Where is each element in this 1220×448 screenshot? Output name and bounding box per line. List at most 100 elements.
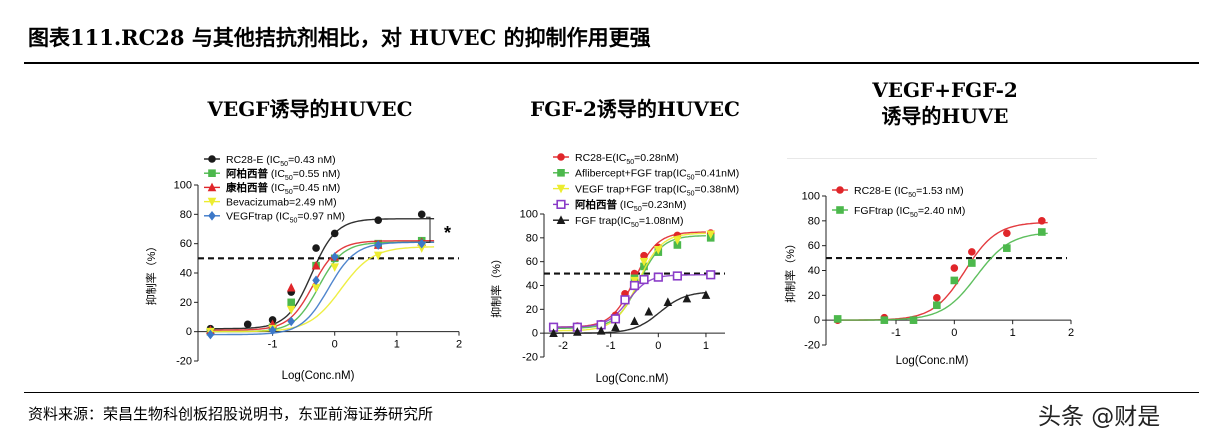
y-tick-label: 0 [814, 315, 820, 327]
data-point [833, 315, 842, 323]
y-tick-label: 80 [526, 232, 538, 244]
chart-panel-3: VEGF+FGF-2诱导的HUVE -20 0 20 40 60 80 100 -1 0 1 2 Log… [783, 78, 1074, 367]
data-point [654, 245, 663, 255]
x-axis-label: Log(Conc.nM) [596, 373, 669, 385]
y-tick-label: -20 [176, 356, 192, 368]
data-point [417, 244, 427, 253]
data-point [1003, 229, 1011, 238]
data-point [640, 251, 648, 260]
data-point [950, 276, 959, 285]
legend-marker [556, 215, 566, 224]
data-point [706, 230, 716, 240]
y-tick-label: 20 [180, 297, 192, 309]
legend-marker [207, 197, 217, 207]
data-point [950, 264, 959, 272]
data-point [417, 210, 426, 219]
legend-marker [207, 182, 217, 192]
data-point [286, 282, 296, 292]
y-tick-label: 60 [526, 256, 538, 268]
data-point [639, 274, 649, 285]
data-point [682, 293, 692, 303]
series-curve [207, 241, 435, 336]
data-point [1038, 217, 1046, 225]
significance-bracket [426, 216, 431, 243]
x-tick-label: -1 [268, 339, 278, 351]
x-tick-label: 1 [703, 340, 709, 352]
data-point [549, 328, 558, 337]
legend-entry: Aflibercept+FGF trap(IC50=0.41nM) [575, 168, 739, 182]
data-point [330, 263, 340, 272]
data-point [311, 283, 321, 293]
y-tick-label: 0 [532, 328, 538, 340]
y-tick-label: 20 [808, 290, 820, 302]
y-tick-label: 100 [802, 191, 820, 203]
data-point [286, 305, 296, 315]
watermark: 头条 @财是 [1038, 404, 1161, 430]
y-tick-label: 40 [808, 265, 820, 277]
chart-panel-2: FGF-2诱导的HUVEC -20 0 20 40 60 80 100 -2 -1 0 1 Log(Co… [489, 97, 740, 385]
data-point [909, 316, 918, 324]
data-point [206, 329, 215, 340]
data-point [573, 327, 582, 336]
legend-entry: RC28-E (IC50=1.53 nM) [854, 185, 964, 199]
y-axis-label: 抑制率（%） [489, 253, 503, 318]
data-point [880, 316, 889, 324]
data-point [330, 252, 339, 262]
y-tick-label: 40 [526, 280, 538, 292]
data-point [330, 229, 339, 238]
data-point [933, 294, 941, 302]
data-point [620, 295, 630, 305]
legend-entry: 康柏西普 (IC50=0.45 nM) [226, 181, 340, 196]
data-point [268, 325, 277, 335]
x-tick-label: -1 [606, 340, 616, 352]
data-point [629, 280, 640, 291]
significance-star: * [444, 223, 451, 243]
bottom-rule [24, 392, 1199, 393]
chart-title: VEGF诱导的HUVEC [206, 97, 412, 121]
x-tick-label: -2 [558, 340, 568, 352]
data-point [373, 251, 383, 261]
chart-title-line: 诱导的HUVE [881, 104, 1008, 128]
series-curve [834, 232, 1048, 321]
legend-marker [208, 169, 216, 177]
y-tick-label: 0 [186, 326, 192, 338]
x-tick-label: -1 [891, 327, 901, 339]
series-curve [207, 246, 435, 333]
y-tick-label: 100 [520, 209, 538, 221]
y-tick-label: 60 [180, 238, 192, 250]
chart-panel-1: VEGF诱导的HUVEC -20 0 20 40 60 80 100 -1 0 1 2 Log(Conc… [144, 97, 462, 382]
x-tick-label: 2 [456, 339, 462, 351]
legend-entry: RC28-E(IC50=0.28nM) [575, 152, 679, 166]
y-tick-label: 80 [808, 215, 820, 227]
data-point [374, 240, 383, 250]
y-tick-label: 80 [180, 209, 192, 221]
chart-title: FGF-2诱导的HUVEC [530, 97, 740, 121]
y-tick-label: 60 [808, 240, 820, 252]
data-point [312, 244, 320, 252]
legend-entry: 阿柏西普 (IC50=0.23nM) [575, 198, 686, 213]
legend-entry: VEGFtrap (IC50=0.97 nM) [226, 211, 345, 225]
data-point [968, 248, 976, 256]
data-point [1003, 244, 1011, 252]
legend-marker [557, 153, 565, 161]
top-rule [24, 62, 1199, 64]
data-point [639, 257, 649, 267]
x-tick-label: 1 [1010, 327, 1016, 339]
data-point [653, 272, 663, 282]
x-tick-label: 0 [332, 339, 338, 351]
y-tick-label: 100 [174, 180, 192, 192]
data-point [417, 238, 426, 249]
x-tick-label: 2 [1068, 327, 1074, 339]
y-tick-label: 20 [526, 304, 538, 316]
source-note: 资料来源：荣昌生物科创板招股说明书，东亚前海证券研究所 [28, 405, 434, 423]
y-axis-label: 抑制率（%） [144, 241, 158, 306]
legend-entry: 阿柏西普 (IC50=0.55 nM) [226, 167, 340, 182]
x-tick-label: 1 [394, 339, 400, 351]
data-point [644, 306, 654, 316]
y-tick-label: 40 [180, 268, 192, 280]
data-point [374, 216, 383, 224]
data-point [630, 316, 639, 326]
y-tick-label: -20 [804, 340, 820, 352]
data-point [311, 260, 321, 270]
data-point [933, 301, 941, 310]
